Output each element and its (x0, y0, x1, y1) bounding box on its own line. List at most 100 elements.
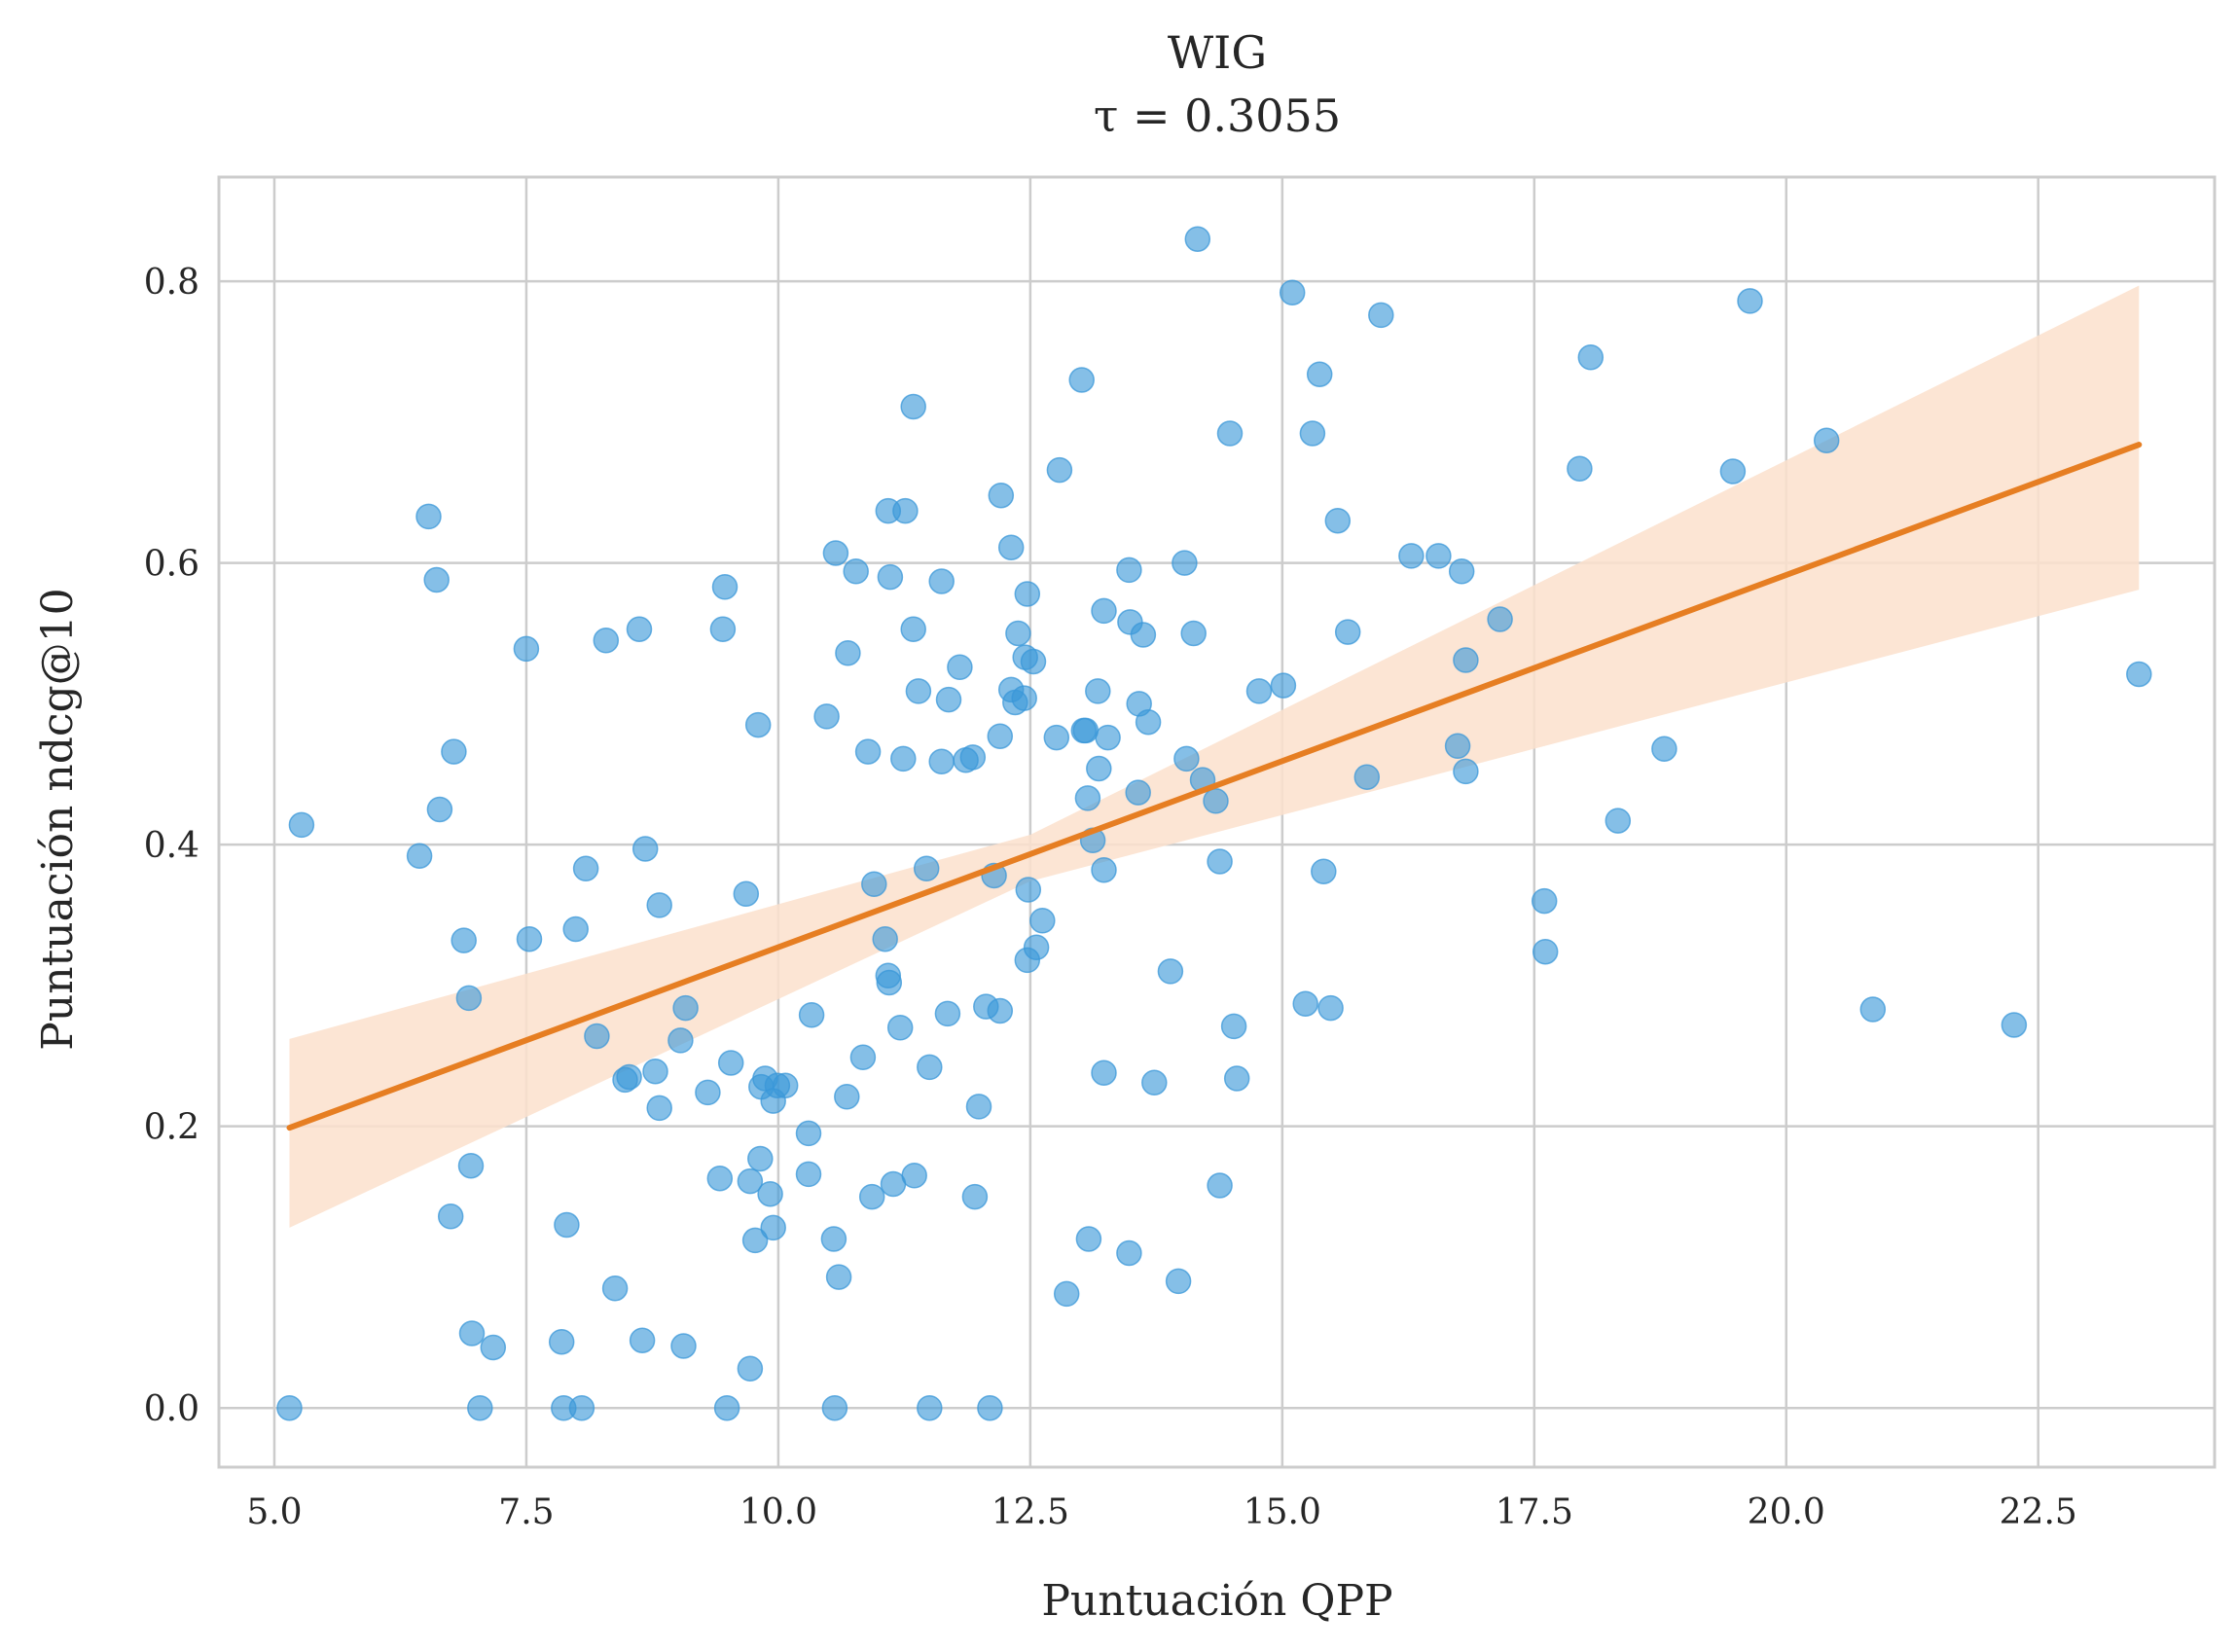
scatter-point (977, 1394, 1003, 1421)
scatter-point (437, 1203, 464, 1230)
scatter-point (1043, 724, 1070, 751)
scatter-point (426, 796, 453, 823)
scatter-point (892, 497, 919, 524)
scatter-point (1095, 724, 1121, 751)
scatter-point (713, 1394, 740, 1421)
scatter-point (1216, 420, 1244, 447)
confidence-band (289, 285, 2140, 1228)
scatter-point (1223, 1065, 1250, 1092)
scatter-point (601, 1275, 629, 1302)
scatter-point (1203, 788, 1229, 814)
scatter-point (455, 985, 483, 1012)
scatter-point (1425, 543, 1452, 569)
scatter-point (568, 1394, 595, 1421)
scatter-point (877, 563, 904, 591)
scatter-point (1605, 808, 1632, 834)
scatter-point (760, 1214, 786, 1241)
scatter-point (772, 1072, 799, 1098)
scatter-point (825, 1264, 852, 1290)
y-tick-label: 0.4 (144, 826, 199, 866)
scatter-point (737, 1167, 764, 1195)
scatter-point (1180, 620, 1207, 647)
scatter-point (415, 503, 442, 530)
scatter-point (667, 1027, 694, 1054)
scatter-point (965, 1094, 992, 1120)
scatter-point (747, 1145, 774, 1172)
y-tick-label: 0.2 (144, 1108, 199, 1148)
x-tick-label: 17.5 (1496, 1492, 1573, 1532)
scatter-point (626, 616, 653, 642)
scatter-point (947, 654, 973, 681)
scatter-point (1453, 758, 1479, 785)
scatter-point (1651, 736, 1677, 762)
scatter-point (737, 1355, 764, 1382)
axes-frame-layer (217, 175, 2217, 1469)
regression-line-layer (286, 442, 2143, 1131)
scatter-point (2001, 1012, 2028, 1038)
x-tick-label: 5.0 (246, 1492, 302, 1532)
scatter-point (988, 482, 1015, 509)
scatter-point (1292, 990, 1318, 1017)
x-tick-label: 20.0 (1748, 1492, 1825, 1532)
confidence-band-layer (289, 285, 2140, 1228)
scatter-point (1053, 1280, 1080, 1308)
scatter-point (642, 1058, 668, 1085)
scatter-point (744, 711, 772, 738)
scatter-point (1531, 887, 1558, 915)
scatter-point (757, 1180, 783, 1207)
scatter-point (997, 534, 1025, 560)
chart-subtitle: τ = 0.3055 (1094, 90, 1341, 142)
scatter-point (1324, 507, 1352, 534)
scatter-point (843, 558, 869, 585)
scatter-point (1311, 858, 1337, 884)
scatter-point (513, 635, 540, 663)
scatter-point (1532, 938, 1559, 965)
scatter-point (516, 925, 543, 952)
scatter-point (1011, 685, 1037, 711)
scatter-point (1184, 226, 1211, 252)
scatter-point (646, 1095, 672, 1122)
scatter-point (480, 1334, 507, 1361)
scatter-point (1086, 755, 1112, 782)
x-tick-labels: 5.0 7.5 10.0 12.5 15.0 17.5 20.0 22.5 (246, 1492, 2076, 1532)
x-tick-label: 22.5 (2000, 1492, 2077, 1532)
scatter-point (548, 1328, 575, 1355)
y-tick-label: 0.0 (144, 1389, 199, 1429)
scatter-point (876, 969, 903, 996)
x-tick-label: 15.0 (1244, 1492, 1321, 1532)
scatter-point (834, 1084, 860, 1110)
scatter-point (987, 723, 1014, 749)
scatter-point (900, 616, 926, 642)
scatter-point (1091, 1059, 1117, 1086)
x-axis-label: Puntuación QPP (1041, 1576, 1392, 1626)
scatter-point (822, 540, 849, 566)
scatter-point (900, 393, 926, 420)
y-tick-label: 0.8 (144, 263, 199, 303)
scatter-point (572, 855, 599, 882)
scatter-point (1245, 678, 1273, 704)
scatter-point (861, 871, 887, 897)
scatter-point (1719, 458, 1747, 485)
x-tick-label: 10.0 (739, 1492, 817, 1532)
scatter-point (813, 703, 840, 730)
scatter-point (901, 1163, 927, 1189)
scatter-point (1116, 557, 1142, 584)
scatter-point (795, 1161, 822, 1188)
x-tick-label: 7.5 (498, 1492, 554, 1532)
scatter-point (1029, 908, 1056, 934)
scatter-point (451, 927, 477, 953)
scatter-point (1279, 279, 1306, 305)
scatter-point (1130, 622, 1157, 648)
scatter-point (835, 640, 861, 666)
scatter-point (917, 1054, 943, 1081)
scatter-point (1075, 1226, 1102, 1252)
scatter-point (288, 811, 315, 839)
scatter-point (646, 892, 672, 918)
scatter-point (1125, 779, 1151, 806)
scatter-point (1141, 1069, 1168, 1096)
regression-line (286, 442, 2143, 1131)
scatter-point (928, 568, 955, 594)
scatter-point (928, 748, 955, 775)
scatter-point (672, 994, 699, 1022)
